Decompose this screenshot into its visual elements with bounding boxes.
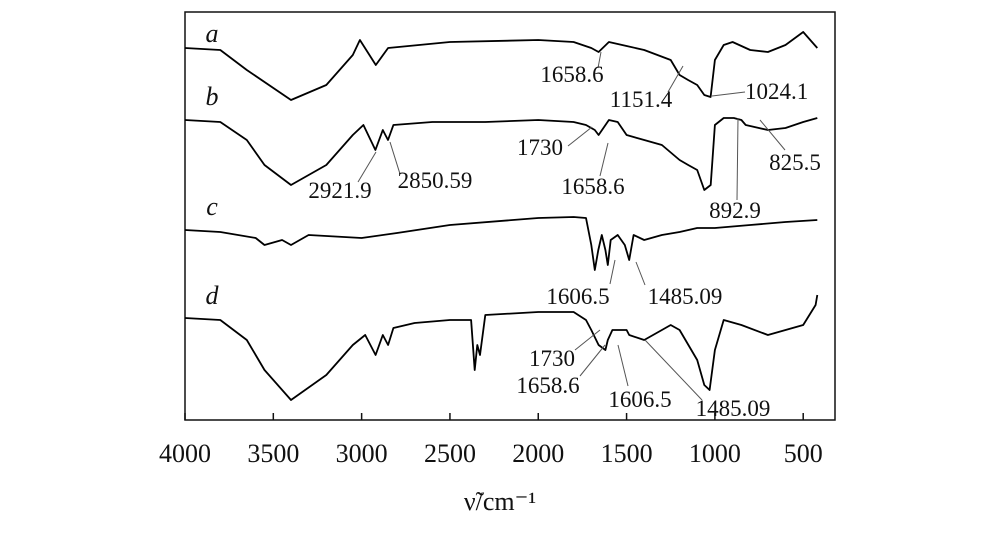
annotation-pointer: [711, 91, 746, 97]
x-tick-label: 4000: [159, 439, 211, 468]
annotation-label: 2921.9: [308, 178, 371, 203]
annotation-pointer: [736, 117, 739, 201]
annotation-label: 1658.6: [540, 62, 603, 87]
annotation-pointer: [635, 261, 646, 286]
series-label: a: [206, 19, 219, 48]
spectrum-line: [184, 117, 818, 191]
annotation-pointer: [644, 339, 703, 401]
annotation-pointer: [599, 142, 609, 177]
annotation-label: 2850.59: [398, 168, 473, 193]
annotation-label: 1485.09: [696, 396, 771, 421]
series-label: c: [206, 192, 218, 221]
annotation-pointer: [667, 65, 684, 93]
annotation-pointer: [574, 329, 601, 351]
annotation-pointer: [609, 259, 616, 285]
annotation-label: 1151.4: [610, 87, 673, 112]
x-tick-label: 500: [784, 439, 823, 468]
x-tick-label: 3000: [336, 439, 388, 468]
spectrum-line: [184, 294, 819, 401]
annotation-pointer: [579, 344, 606, 377]
plot-frame: [184, 11, 836, 421]
annotation-pointer: [567, 126, 593, 147]
x-axis-label: ν̃/cm⁻¹: [464, 487, 536, 516]
spectrum-line: [184, 31, 818, 101]
annotation-pointer: [617, 344, 629, 387]
annotation-label: 1658.6: [561, 174, 624, 199]
annotation-pointer: [759, 119, 786, 151]
annotation-label: 825.5: [769, 150, 821, 175]
x-tick-label: 1000: [689, 439, 741, 468]
annotation-label: 1485.09: [648, 284, 723, 309]
x-tick-label: 2500: [424, 439, 476, 468]
annotation-label: 892.9: [709, 198, 761, 223]
x-tick-label: 2000: [512, 439, 564, 468]
series-label: d: [206, 281, 220, 310]
annotation-label: 1730: [529, 346, 575, 371]
annotation-label: 1606.5: [608, 387, 671, 412]
annotation-label: 1730: [517, 135, 563, 160]
annotation-pointer: [389, 141, 401, 175]
annotation-pointer: [357, 151, 377, 183]
annotation-label: 1606.5: [546, 284, 609, 309]
series-label: b: [206, 82, 219, 111]
annotation-pointer: [597, 51, 602, 69]
annotation-label: 1658.6: [516, 373, 579, 398]
spectrum-line: [184, 216, 818, 271]
x-tick-label: 1500: [601, 439, 653, 468]
annotation-label: 1024.1: [745, 79, 808, 104]
x-tick-label: 3500: [247, 439, 299, 468]
